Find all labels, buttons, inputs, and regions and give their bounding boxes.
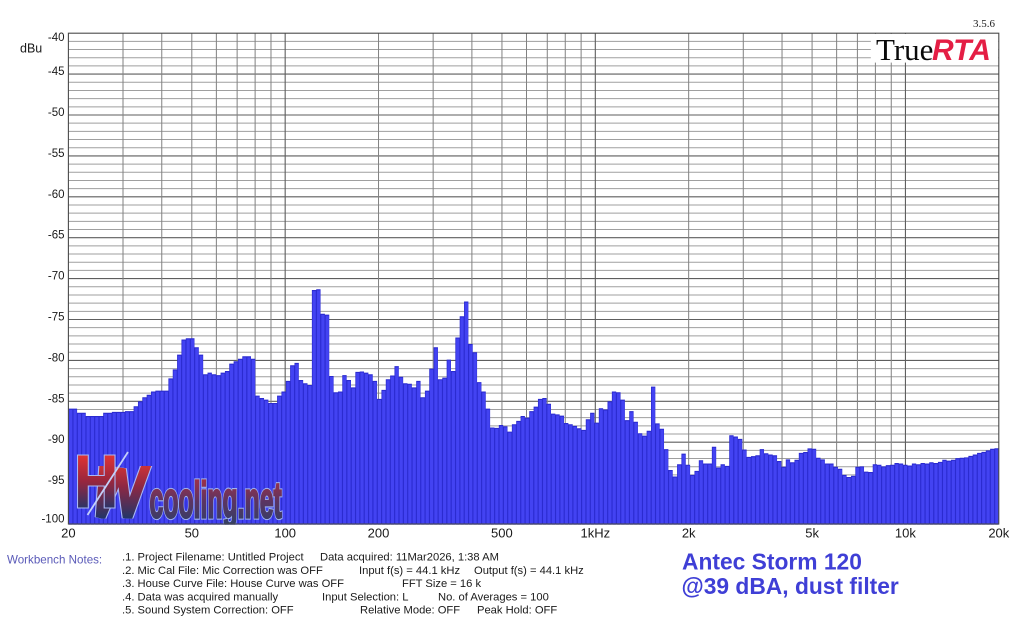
- svg-text:-70: -70: [48, 271, 65, 283]
- svg-text:200: 200: [368, 526, 390, 541]
- svg-text:-45: -45: [48, 66, 65, 78]
- svg-text:.5. Sound System Correction: O: .5. Sound System Correction: OFF: [122, 605, 294, 617]
- svg-text:True: True: [876, 32, 933, 67]
- svg-text:-50: -50: [48, 107, 65, 119]
- svg-text:dBu: dBu: [20, 41, 42, 55]
- svg-text:No. of Averages = 100: No. of Averages = 100: [438, 591, 549, 603]
- svg-text:20k: 20k: [988, 526, 1009, 541]
- svg-text:Data acquired: 11Mar2026, 1:38: Data acquired: 11Mar2026, 1:38 AM: [320, 552, 499, 564]
- svg-text:Input f(s) = 44.1 kHz: Input f(s) = 44.1 kHz: [359, 565, 460, 577]
- svg-text:-75: -75: [48, 312, 65, 324]
- svg-text:-40: -40: [48, 32, 65, 44]
- svg-text:-100: -100: [41, 514, 64, 526]
- svg-text:-65: -65: [48, 230, 65, 242]
- svg-text:100: 100: [274, 526, 296, 541]
- svg-text:20: 20: [61, 526, 75, 541]
- svg-text:-55: -55: [48, 148, 65, 160]
- svg-text:Peak Hold: OFF: Peak Hold: OFF: [477, 605, 557, 617]
- svg-text:50: 50: [185, 526, 199, 541]
- svg-text:1kHz: 1kHz: [580, 526, 610, 541]
- svg-text:Workbench Notes:: Workbench Notes:: [7, 554, 102, 567]
- svg-text:500: 500: [491, 526, 513, 541]
- svg-text:-60: -60: [48, 189, 65, 201]
- svg-text:.1. Project Filename: Untitled: .1. Project Filename: Untitled Project: [122, 552, 304, 564]
- svg-text:Output f(s) = 44.1 kHz: Output f(s) = 44.1 kHz: [474, 565, 584, 577]
- svg-text:FFT Size = 16 k: FFT Size = 16 k: [402, 578, 481, 590]
- svg-text:-85: -85: [48, 393, 65, 405]
- svg-text:Input Selection: L: Input Selection: L: [322, 591, 408, 603]
- svg-text:-90: -90: [48, 434, 65, 446]
- svg-text:cooling.net: cooling.net: [150, 473, 282, 529]
- svg-text:.4. Data was acquired manually: .4. Data was acquired manually: [122, 591, 278, 603]
- svg-text:3.5.6: 3.5.6: [973, 18, 996, 30]
- svg-text:5k: 5k: [805, 526, 819, 541]
- svg-text:-95: -95: [48, 475, 65, 487]
- svg-text:.2. Mic Cal File: Mic Correcti: .2. Mic Cal File: Mic Correction was OFF: [122, 565, 323, 577]
- svg-text:RTA: RTA: [932, 34, 991, 67]
- svg-text:@39 dBA, dust filter: @39 dBA, dust filter: [682, 573, 899, 599]
- svg-text:Relative Mode: OFF: Relative Mode: OFF: [360, 605, 460, 617]
- svg-text:10k: 10k: [895, 526, 916, 541]
- svg-text:-80: -80: [48, 352, 65, 364]
- svg-text:2k: 2k: [682, 526, 696, 541]
- svg-text:cooling.net: cooling.net: [150, 473, 282, 529]
- svg-text:Antec Storm 120: Antec Storm 120: [682, 549, 862, 575]
- svg-text:.3. House Curve File: House Cu: .3. House Curve File: House Curve was OF…: [122, 578, 344, 590]
